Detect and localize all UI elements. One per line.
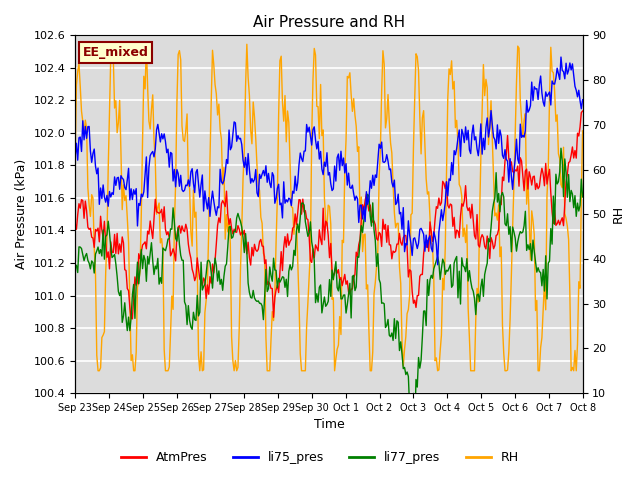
Legend: AtmPres, li75_pres, li77_pres, RH: AtmPres, li75_pres, li77_pres, RH — [116, 446, 524, 469]
Title: Air Pressure and RH: Air Pressure and RH — [253, 15, 405, 30]
Y-axis label: Air Pressure (kPa): Air Pressure (kPa) — [15, 159, 28, 269]
X-axis label: Time: Time — [314, 419, 344, 432]
Y-axis label: RH: RH — [612, 205, 625, 223]
Text: EE_mixed: EE_mixed — [83, 46, 148, 59]
